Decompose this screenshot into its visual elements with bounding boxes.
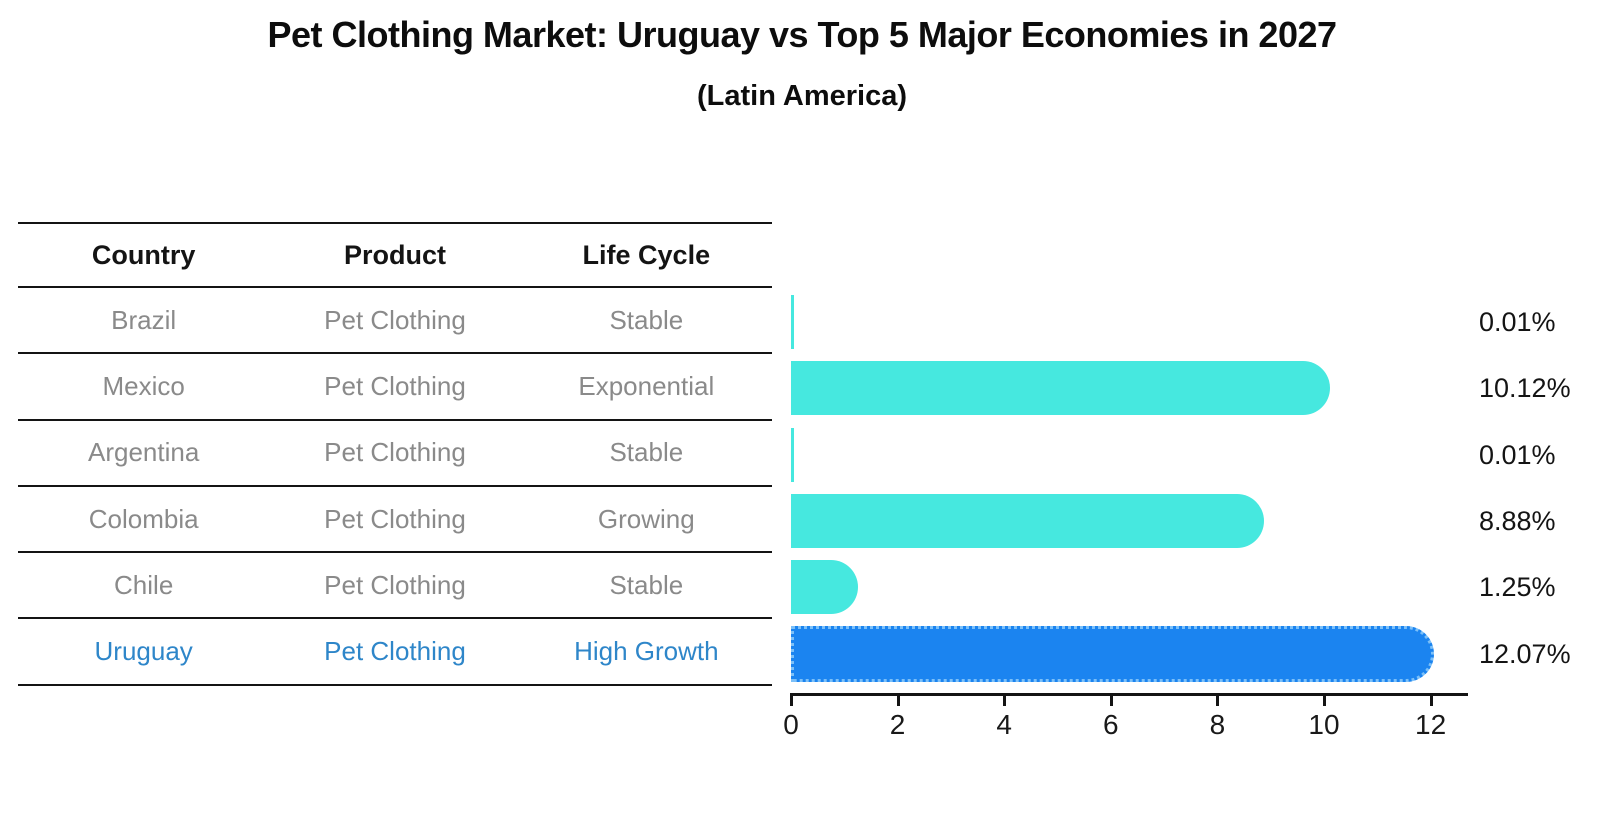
x-axis-tick-label: 12 [1415, 709, 1447, 740]
table-body: Brazil Pet Clothing Stable Mexico Pet Clothi… [18, 288, 772, 686]
x-axis-tick [790, 696, 793, 706]
table-cell: Exponential [578, 370, 715, 401]
table-row: Argentina Pet Clothing Stable [18, 421, 772, 487]
chart-title: Pet Clothing Market: Uruguay vs Top 5 Ma… [267, 14, 1337, 55]
value-label: 12.07% [1479, 638, 1571, 669]
table-header-cell: Life Cycle [582, 239, 711, 270]
highlight-bar [791, 625, 1435, 682]
table-cell: Uruguay [94, 636, 193, 667]
table-row: Mexico Pet Clothing Exponential [18, 354, 772, 421]
x-axis-tick-label: 2 [889, 709, 906, 740]
table-cell: Stable [609, 437, 684, 468]
table-row: Brazil Pet Clothing Stable [18, 288, 772, 355]
table-cell: Mexico [102, 370, 185, 401]
table-row: Chile Pet Clothing Stable [18, 553, 772, 620]
table-cell: Pet Clothing [324, 503, 466, 534]
x-axis-tick-label: 10 [1308, 709, 1340, 740]
table-cell: Growing [597, 503, 695, 534]
table-cell: Chile [114, 569, 174, 600]
table-cell: Argentina [88, 437, 200, 468]
bar [791, 427, 794, 482]
x-axis-tick [1003, 696, 1007, 706]
table-row: Colombia Pet Clothing Growing [18, 487, 772, 554]
x-axis-tick-label: 4 [996, 709, 1012, 740]
x-axis-tick [1216, 696, 1220, 706]
bar [791, 295, 794, 349]
value-label: 0.01% [1479, 307, 1556, 337]
value-label: 10.12% [1479, 373, 1571, 404]
bar [791, 361, 1331, 416]
table-header-cell: Product [343, 239, 446, 270]
bar [791, 560, 858, 615]
chart-subtitle: (Latin America) [696, 80, 908, 112]
table-header-cell: Country [91, 239, 196, 270]
value-label: 1.25% [1479, 572, 1556, 603]
table-cell: Stable [609, 304, 684, 335]
x-axis-tick [896, 696, 900, 706]
table-cell: Pet Clothing [324, 636, 466, 667]
table-cell: Pet Clothing [324, 569, 466, 600]
x-axis-tick [1323, 696, 1326, 706]
x-axis-tick-label: 0 [783, 709, 799, 740]
table-cell: Pet Clothing [324, 437, 466, 468]
x-axis-tick [1429, 696, 1433, 706]
table-row: Uruguay Pet Clothing High Growth [18, 619, 772, 686]
table-cell: Pet Clothing [324, 304, 466, 335]
country-table: Country Product Life Cycle Brazil Pet Cloth… [18, 222, 772, 686]
table-cell: High Growth [574, 636, 719, 667]
table-header-row: Country Product Life Cycle [18, 222, 772, 288]
x-axis-tick-label: 6 [1103, 709, 1119, 740]
value-label: 8.88% [1479, 505, 1556, 536]
x-axis-tick-label: 8 [1209, 709, 1226, 740]
value-label: 0.01% [1479, 439, 1556, 470]
table-cell: Stable [609, 569, 684, 600]
table-cell: Brazil [111, 304, 177, 335]
x-axis-tick [1109, 696, 1113, 706]
table-cell: Pet Clothing [324, 370, 466, 401]
table-cell: Colombia [88, 503, 199, 534]
bar [791, 493, 1265, 548]
x-axis-line [790, 693, 1468, 696]
